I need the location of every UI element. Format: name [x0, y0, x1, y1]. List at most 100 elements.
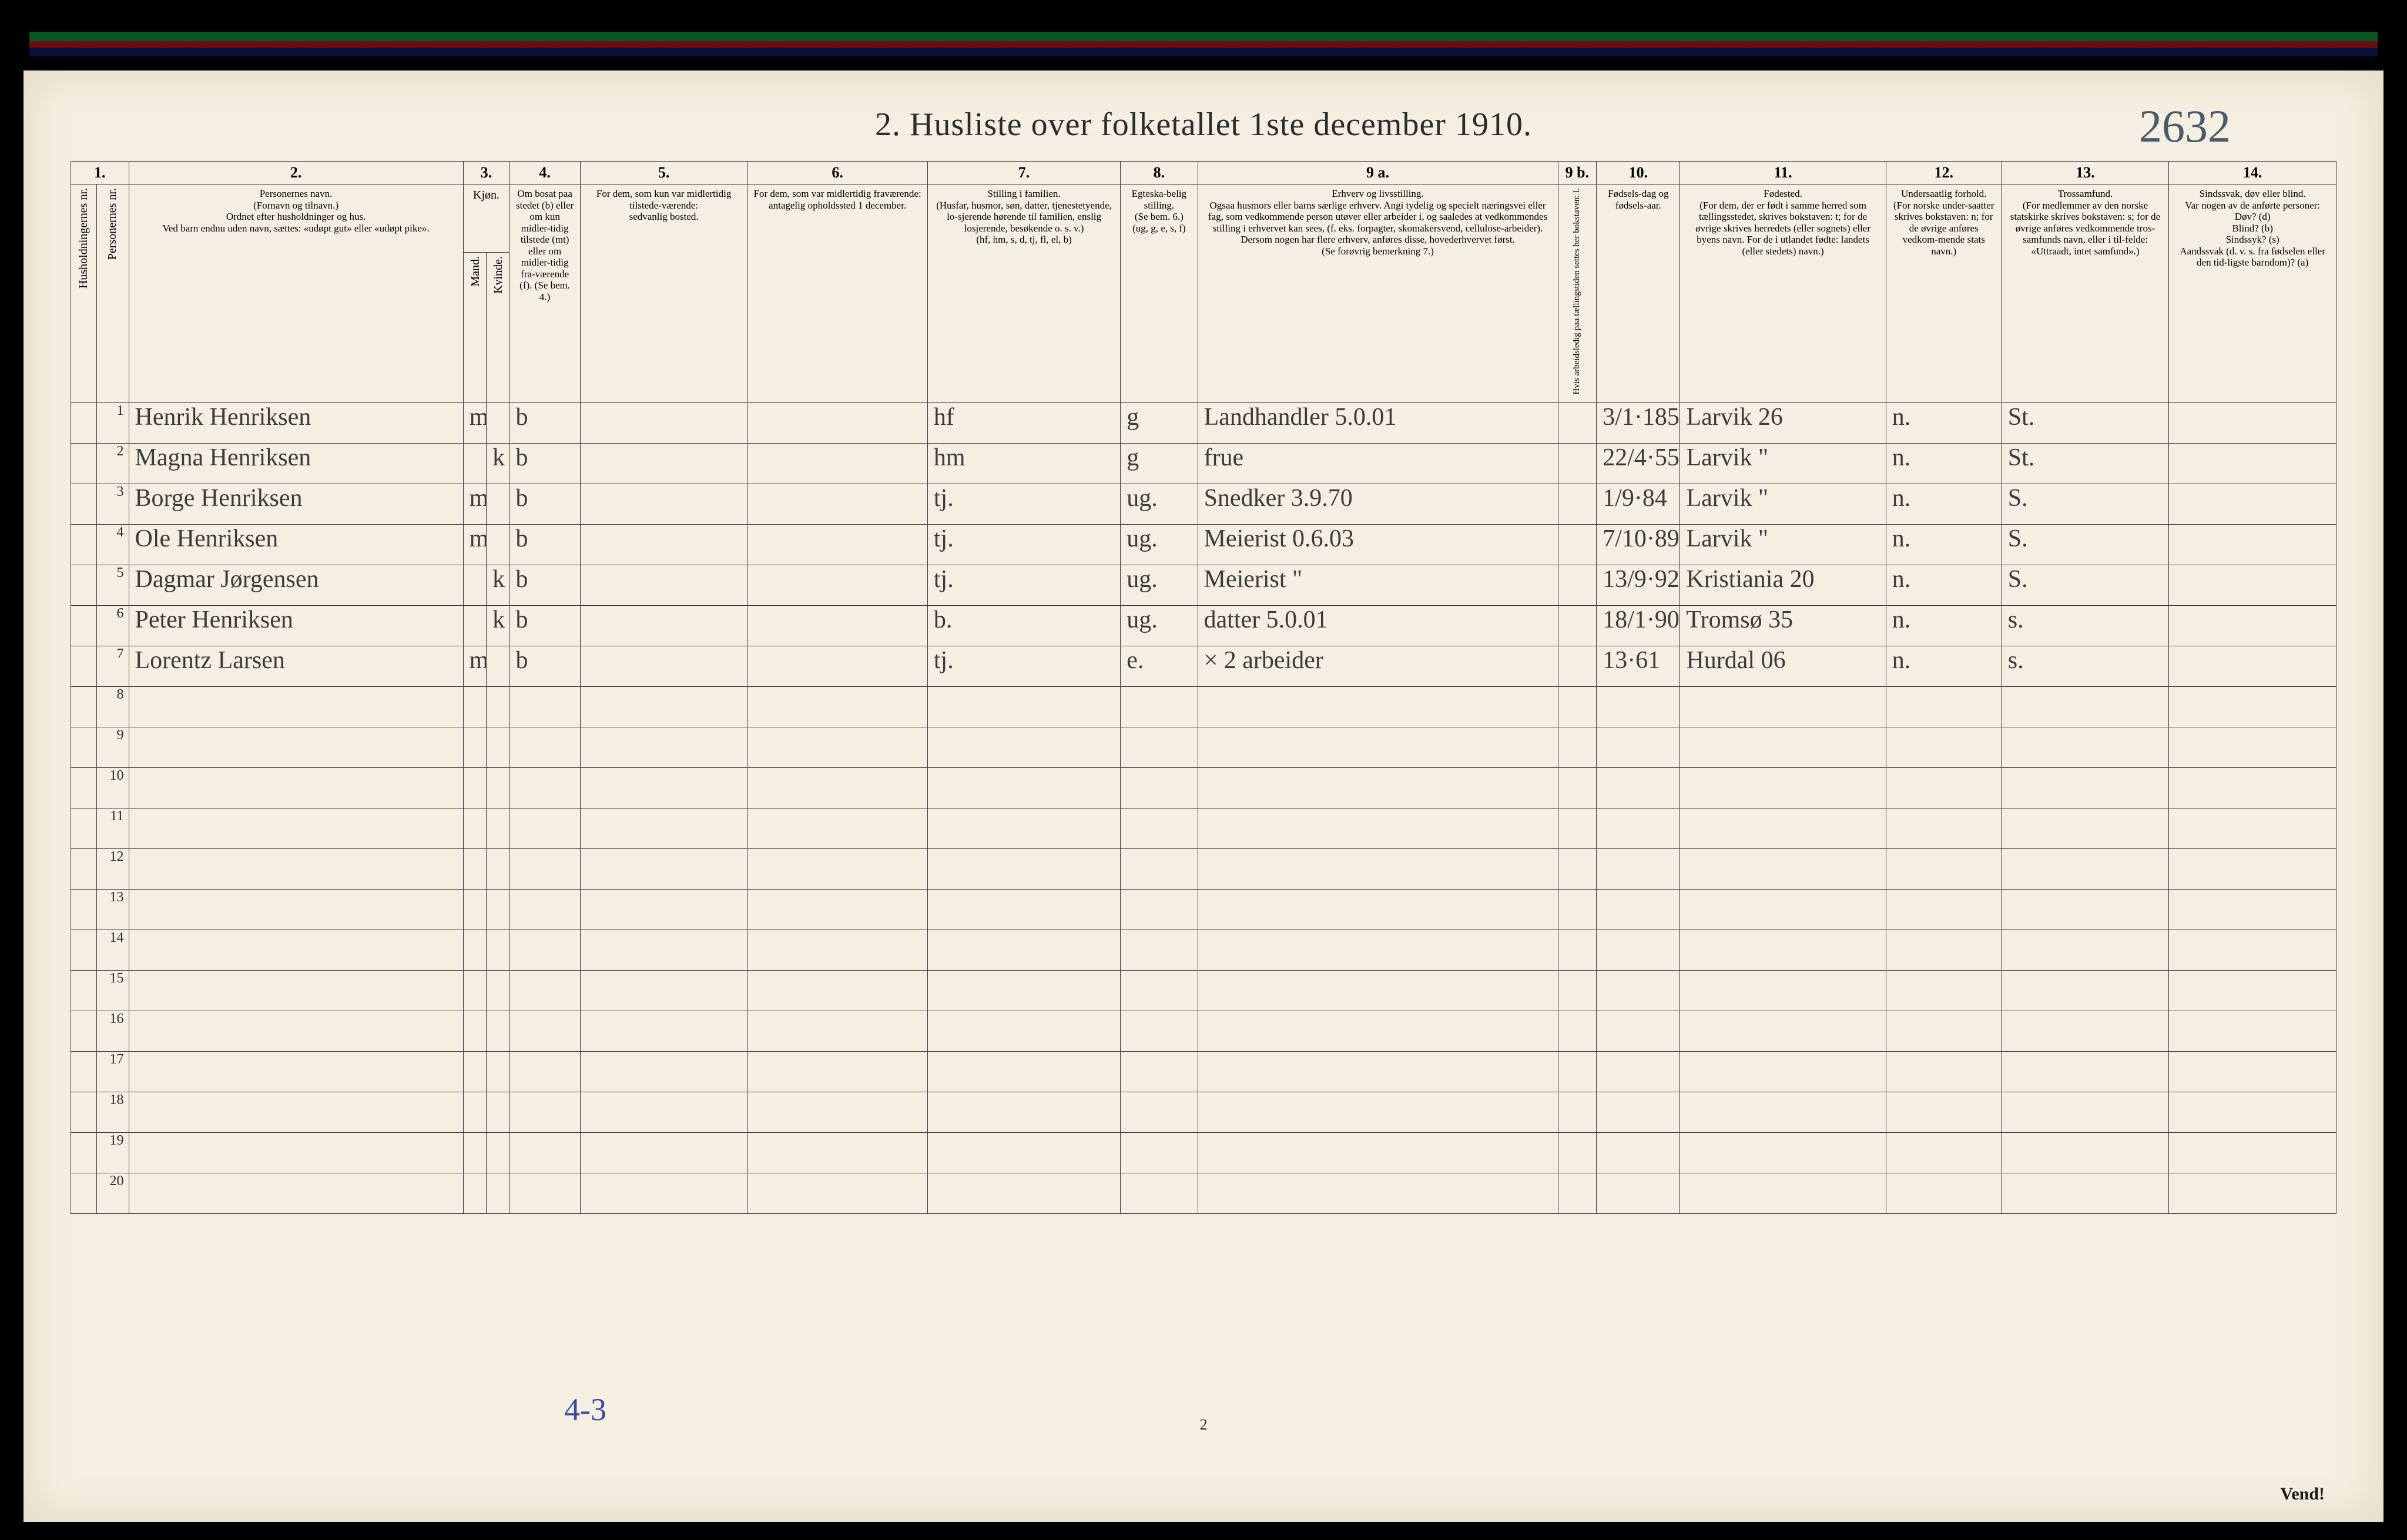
cell-tros: S. — [2002, 484, 2169, 524]
cell-name: Henrik Henriksen — [129, 402, 463, 443]
cell-bosat: b — [509, 646, 580, 686]
cell-fdato: 22/4·55 — [1597, 443, 1680, 484]
hdr-undersaatlig: Undersaatlig forhold. (For norske under-… — [1886, 184, 2002, 403]
empty-cell — [509, 970, 580, 1011]
cell-midl — [580, 524, 747, 565]
cell-kjon-k: k — [487, 605, 509, 646]
empty-cell — [580, 1173, 747, 1213]
header-label-row-1: Husholdningernes nr. Personernes nr. Per… — [71, 184, 2336, 253]
empty-cell — [1121, 727, 1198, 767]
hdr-egteskabelig: Egteska-belig stilling. (Se bem. 6.) (ug… — [1121, 184, 1198, 403]
cell-fam: tj. — [927, 484, 1120, 524]
empty-cell — [463, 1011, 486, 1051]
cell-under: n. — [1886, 484, 2002, 524]
empty-cell — [1886, 970, 2002, 1011]
empty-cell — [71, 727, 97, 767]
empty-cell — [1198, 848, 1558, 889]
cell-persnr: 5 — [96, 565, 129, 605]
empty-cell — [1558, 808, 1597, 848]
cell-9b — [1558, 524, 1597, 565]
cell-sinds — [2169, 565, 2336, 605]
page-title: 2. Husliste over folketallet 1ste decemb… — [875, 106, 1532, 143]
empty-cell — [129, 808, 463, 848]
cell-kjon-k — [487, 484, 509, 524]
empty-cell — [927, 1092, 1120, 1132]
empty-cell: 11 — [96, 808, 129, 848]
empty-cell — [2169, 686, 2336, 727]
empty-cell — [1597, 889, 1680, 930]
empty-cell — [1680, 1051, 1886, 1092]
cell-kjon-m: m — [463, 524, 486, 565]
empty-cell — [1558, 1011, 1597, 1051]
document-paper: 2. Husliste over folketallet 1ste decemb… — [24, 71, 2383, 1522]
empty-cell — [1198, 1092, 1558, 1132]
table-row: 10 — [71, 767, 2336, 808]
cell-sinds — [2169, 443, 2336, 484]
cell-9b — [1558, 605, 1597, 646]
empty-cell — [1558, 930, 1597, 970]
cell-fsted: Larvik " — [1680, 524, 1886, 565]
empty-cell — [2002, 808, 2169, 848]
census-table: 1. 2. 3. 4. 5. 6. 7. 8. 9 a. 9 b. 10. 11… — [71, 161, 2336, 1214]
empty-cell — [1597, 970, 1680, 1011]
cell-erhverv: Meierist " — [1198, 565, 1558, 605]
empty-cell — [1198, 1011, 1558, 1051]
empty-cell — [1121, 848, 1198, 889]
cell-frav — [747, 484, 927, 524]
cell-fam: tj. — [927, 524, 1120, 565]
cell-egte: e. — [1121, 646, 1198, 686]
empty-cell — [927, 808, 1120, 848]
empty-cell — [1121, 1173, 1198, 1213]
cell-fam: tj. — [927, 646, 1120, 686]
empty-cell — [129, 727, 463, 767]
cell-kjon-m — [463, 565, 486, 605]
empty-cell — [509, 1051, 580, 1092]
empty-cell: 16 — [96, 1011, 129, 1051]
empty-cell — [927, 767, 1120, 808]
cell-kjon-m: m — [463, 402, 486, 443]
empty-cell — [1558, 686, 1597, 727]
empty-cell — [487, 1051, 509, 1092]
hdr-midlertidig-tilstede: For dem, som kun var midlertidig tilsted… — [580, 184, 747, 403]
empty-cell — [2002, 848, 2169, 889]
empty-cell — [1680, 889, 1886, 930]
hdr-navn: Personernes navn. (Fornavn og tilnavn.) … — [129, 184, 463, 403]
empty-cell — [580, 930, 747, 970]
cell-persnr: 6 — [96, 605, 129, 646]
empty-cell — [2002, 1173, 2169, 1213]
empty-cell — [1198, 970, 1558, 1011]
empty-cell — [1597, 686, 1680, 727]
empty-cell — [1198, 808, 1558, 848]
cell-fsted: Tromsø 35 — [1680, 605, 1886, 646]
cell-kjon-k: k — [487, 565, 509, 605]
cell-kjon-m: m — [463, 646, 486, 686]
empty-cell — [1680, 970, 1886, 1011]
cell-frav — [747, 524, 927, 565]
empty-cell — [71, 767, 97, 808]
empty-cell — [129, 970, 463, 1011]
empty-cell: 15 — [96, 970, 129, 1011]
empty-cell — [747, 970, 927, 1011]
colnum-10: 10. — [1597, 162, 1680, 184]
cell-frav — [747, 565, 927, 605]
cell-name: Magna Henriksen — [129, 443, 463, 484]
empty-cell — [2169, 727, 2336, 767]
cell-midl — [580, 565, 747, 605]
table-row: 20 — [71, 1173, 2336, 1213]
colnum-1: 1. — [71, 162, 129, 184]
empty-cell — [2169, 970, 2336, 1011]
cell-tros: s. — [2002, 646, 2169, 686]
colnum-5: 5. — [580, 162, 747, 184]
cell-fdato: 13·61 — [1597, 646, 1680, 686]
empty-cell — [927, 1011, 1120, 1051]
empty-cell — [747, 686, 927, 727]
empty-cell — [71, 686, 97, 727]
hdr-midlertidig-fravaerende: For dem, som var midlertidig fraværende:… — [747, 184, 927, 403]
empty-cell — [1121, 767, 1198, 808]
colnum-7: 7. — [927, 162, 1120, 184]
cell-under: n. — [1886, 524, 2002, 565]
hdr-kjon: Kjøn. — [463, 184, 509, 253]
empty-cell — [463, 1132, 486, 1173]
cell-hush — [71, 565, 97, 605]
empty-cell — [71, 970, 97, 1011]
